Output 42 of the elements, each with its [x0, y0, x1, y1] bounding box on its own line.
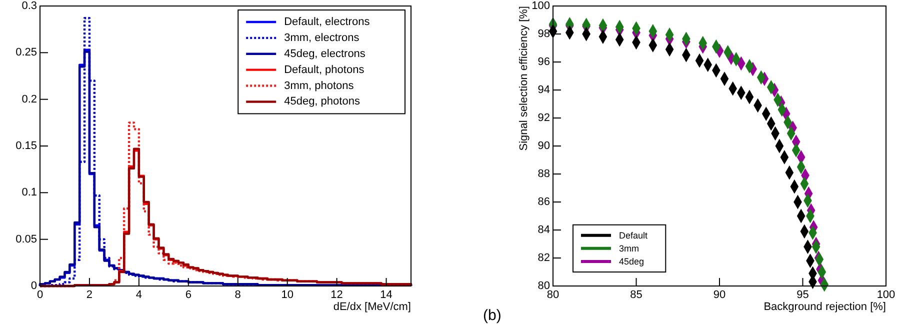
y-tick-label: 94 — [538, 84, 550, 96]
y-tick-label: 0.25 — [16, 46, 37, 59]
y-tick-label: 96 — [538, 56, 550, 68]
x-tick-label: 6 — [185, 289, 192, 301]
y-axis-title: Signal selection efficiency [%] — [518, 6, 530, 151]
legend-label: Default, photons — [284, 64, 365, 76]
y-tick-label: 82 — [538, 252, 550, 264]
y-tick-label: 90 — [538, 140, 550, 152]
x-tick-label: 100 — [876, 289, 896, 301]
y-tick-label: 100 — [532, 0, 550, 12]
legend-label: 45deg, electrons — [284, 48, 366, 60]
y-tick-label: 92 — [538, 112, 550, 124]
x-tick-label: 8 — [234, 289, 241, 301]
x-tick-label: 12 — [330, 289, 343, 301]
text: (b) — [483, 307, 502, 324]
x-tick-label: 2 — [86, 289, 93, 301]
legend-label: Default — [619, 230, 648, 240]
x-tick-label: 95 — [796, 289, 809, 301]
x-axis-title: Background rejection [%] — [764, 301, 886, 313]
legend-label: 3mm, electrons — [284, 32, 360, 44]
x-tick-label: 80 — [546, 289, 560, 301]
y-tick-label: 0.15 — [16, 140, 37, 152]
y-tick-label: 0.3 — [22, 0, 37, 12]
y-tick-label: 88 — [538, 168, 550, 180]
y-tick-label: 84 — [538, 224, 550, 236]
x-axis-title: dE/dx [MeV/cm] — [333, 301, 411, 313]
x-tick-label: 14 — [380, 289, 392, 301]
legend-label: 3mm, photons — [284, 80, 354, 92]
y-tick-label: 0.05 — [16, 233, 37, 246]
y-tick-label: 86 — [538, 196, 550, 208]
y-tick-label: 0.1 — [22, 186, 37, 199]
x-tick-label: 4 — [136, 289, 142, 301]
legend-label: 45deg — [619, 256, 644, 266]
x-tick-label: 85 — [630, 289, 642, 301]
y-tick-label: 98 — [538, 28, 550, 40]
legend-label: Default, electrons — [284, 16, 370, 28]
y-tick-label: 0 — [30, 280, 37, 292]
legend-label: 3mm — [619, 243, 639, 254]
x-tick-label: 10 — [281, 289, 294, 301]
y-tick-label: 0.2 — [22, 93, 37, 106]
x-tick-label: 90 — [713, 289, 726, 301]
legend-label: 45deg, photons — [284, 96, 360, 108]
